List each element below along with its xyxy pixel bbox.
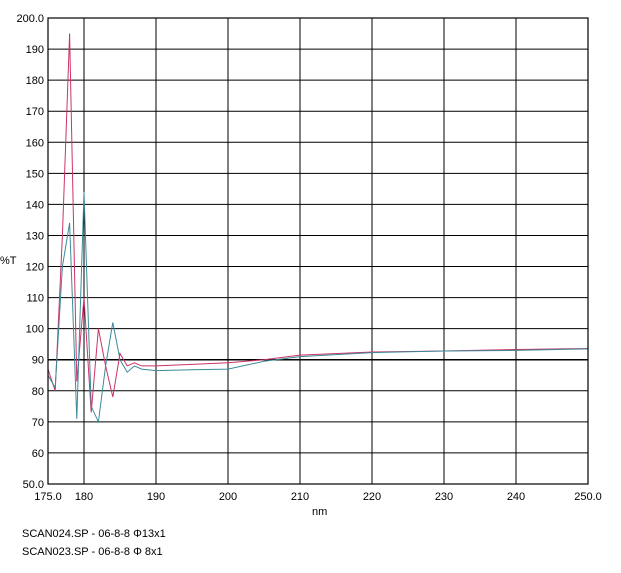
y-tick-label: 120 <box>26 262 44 274</box>
y-tick-label: 150 <box>26 168 44 180</box>
y-tick-label: 170 <box>26 106 44 118</box>
legend-entry-2: SCAN023.SP - 06-8-8 Φ 8x1 <box>22 546 163 558</box>
x-tick-label: 220 <box>363 491 381 503</box>
series-group <box>47 33 589 424</box>
x-tick-label: 175.0 <box>34 491 62 503</box>
x-tick-label: 210 <box>291 491 309 503</box>
y-tick-label: 110 <box>26 293 44 305</box>
y-tick-labels: 50.0 60 70 80 90 100 110 120 130 140 150 160 170 180 1… <box>16 13 44 491</box>
series-line-2 <box>47 191 589 424</box>
y-tick-label: 90 <box>32 355 44 367</box>
x-tick-label: 250.0 <box>574 491 602 503</box>
series-line-1 <box>47 33 589 413</box>
y-tick-label: 80 <box>32 386 44 398</box>
y-tick-label: 180 <box>26 75 44 87</box>
x-tick-label: 200 <box>219 491 237 503</box>
axes <box>47 17 589 485</box>
y-tick-label: 130 <box>26 230 44 242</box>
plot-frame <box>47 17 589 485</box>
y-tick-label: 190 <box>26 44 44 56</box>
x-tick-labels: 175.0 180 190 200 210 220 230 240 250.0 <box>34 491 602 503</box>
y-tick-label: 50.0 <box>23 479 44 491</box>
x-axis-label: nm <box>312 506 327 518</box>
x-tick-label: 230 <box>435 491 453 503</box>
y-tick-label: 100 <box>26 324 44 336</box>
x-tick-label: 180 <box>75 491 93 503</box>
y-tick-label: 200.0 <box>16 13 44 25</box>
y-axis-label: %T <box>0 255 17 267</box>
y-tick-label: 160 <box>26 137 44 149</box>
x-tick-label: 240 <box>507 491 525 503</box>
y-tick-label: 60 <box>32 448 44 460</box>
y-tick-label: 70 <box>32 417 44 429</box>
grid <box>47 17 589 485</box>
legend-entry-1: SCAN024.SP - 06-8-8 Φ13x1 <box>22 528 166 540</box>
x-tick-label: 190 <box>147 491 165 503</box>
y-tick-label: 140 <box>26 199 44 211</box>
